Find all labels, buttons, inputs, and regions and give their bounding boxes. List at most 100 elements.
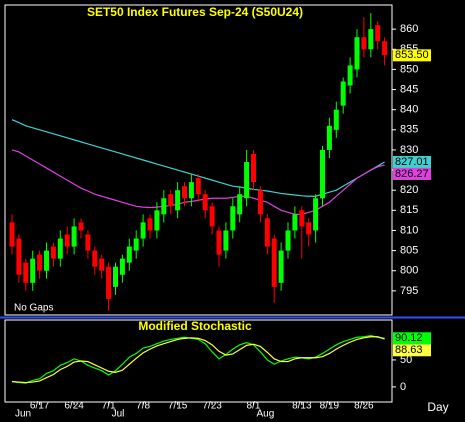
candle-body	[30, 258, 36, 283]
y-tick-label: 820	[400, 184, 418, 196]
candle-body	[320, 149, 325, 199]
candle-body	[361, 37, 367, 50]
candle-body	[257, 190, 263, 215]
candle-body	[271, 238, 277, 287]
y-tick-label: 0	[400, 381, 406, 393]
candle-body	[251, 153, 256, 183]
candle-body	[292, 214, 298, 231]
candle-body	[264, 218, 270, 247]
y-tick-label: 795	[400, 285, 418, 297]
y-tick-label: 50	[400, 354, 412, 366]
candle-body	[195, 178, 201, 195]
subchart-title: Modified Stochastic	[138, 319, 252, 333]
candle-body	[133, 238, 139, 251]
y-tick-label: 850	[400, 63, 418, 75]
candle-body	[71, 226, 77, 247]
candle-body	[237, 194, 243, 215]
value-box	[393, 155, 431, 168]
candle-body	[113, 266, 118, 287]
candle-body	[244, 162, 250, 199]
candle-body	[154, 210, 160, 231]
stochastic-panel	[4, 319, 393, 403]
value-box	[393, 344, 431, 357]
x-tick-label: 8/13	[292, 401, 312, 412]
value-label: 827.01	[395, 156, 429, 168]
candle-body	[85, 234, 91, 251]
y-tick-label: 805	[400, 244, 418, 256]
candle-body	[140, 222, 146, 239]
x-tick-label: 8/26	[354, 401, 374, 412]
y-tick-label: 845	[400, 83, 418, 95]
value-box	[393, 167, 431, 180]
candle-body	[340, 81, 346, 106]
candle-body	[119, 258, 125, 275]
candle-body	[375, 25, 381, 42]
y-tick-label: 810	[400, 224, 418, 236]
candle-body	[99, 258, 105, 271]
candle-body	[299, 210, 305, 227]
y-tick-label: 815	[400, 204, 418, 216]
x-axis-label: Day	[427, 400, 448, 414]
candle-body	[278, 250, 284, 283]
price-panel	[4, 4, 393, 316]
candle-body	[209, 206, 215, 227]
candle-body	[23, 262, 29, 283]
value-label: 826.27	[395, 168, 429, 180]
candle-body	[347, 65, 353, 86]
y-tick-label: 840	[400, 104, 418, 116]
candle-body	[368, 29, 374, 50]
y-tick-label: 830	[400, 144, 418, 156]
value-box	[393, 332, 431, 345]
value-label: 90.12	[395, 332, 423, 344]
series-line	[11, 335, 385, 384]
value-label: 853.50	[395, 49, 429, 61]
candle-body	[44, 250, 49, 271]
x-tick-label: 7/15	[168, 401, 188, 412]
value-label: 88.63	[395, 344, 423, 356]
candle-body	[326, 125, 332, 150]
x-tick-label: 7/1	[102, 401, 116, 412]
candle-body	[16, 238, 22, 275]
candle-body	[223, 230, 229, 251]
candle-body	[37, 254, 43, 271]
x-tick-label: 8/19	[320, 401, 340, 412]
x-tick-label: 6/17	[30, 401, 50, 412]
candle-body	[168, 194, 174, 207]
candle-body	[306, 222, 312, 235]
candle-body	[285, 230, 291, 251]
candle-body	[333, 109, 339, 130]
x-tick-label: 6/24	[64, 401, 84, 412]
candle-body	[147, 218, 153, 231]
candle-body	[126, 246, 132, 263]
month-label: Jul	[112, 409, 125, 420]
month-label: Jun	[15, 409, 31, 420]
candle-body	[78, 222, 84, 231]
value-box	[393, 49, 431, 62]
y-tick-label: 835	[400, 124, 418, 136]
y-tick-label: 800	[400, 265, 418, 277]
month-label: Aug	[257, 409, 275, 420]
candle-body	[175, 190, 181, 211]
candle-body	[216, 230, 222, 255]
candle-body	[182, 186, 187, 199]
candle-body	[313, 198, 319, 231]
candle-body	[64, 234, 70, 247]
candle-body	[57, 238, 63, 259]
candle-body	[92, 250, 98, 267]
x-tick-label: 7/23	[202, 401, 222, 412]
annotation: No Gaps	[14, 303, 53, 314]
candle-body	[188, 182, 194, 199]
candle-body	[161, 198, 167, 215]
x-tick-label: 7/8	[136, 401, 150, 412]
y-tick-label: 860	[400, 23, 418, 35]
x-tick-label: 8/1	[247, 401, 261, 412]
candle-body	[50, 246, 56, 259]
candle-body	[202, 194, 208, 211]
series-line	[11, 336, 385, 384]
candle-body	[354, 37, 360, 70]
candle-body	[230, 206, 236, 231]
candle-body	[9, 222, 15, 247]
candle-body	[106, 266, 112, 299]
candle-body	[382, 41, 388, 56]
